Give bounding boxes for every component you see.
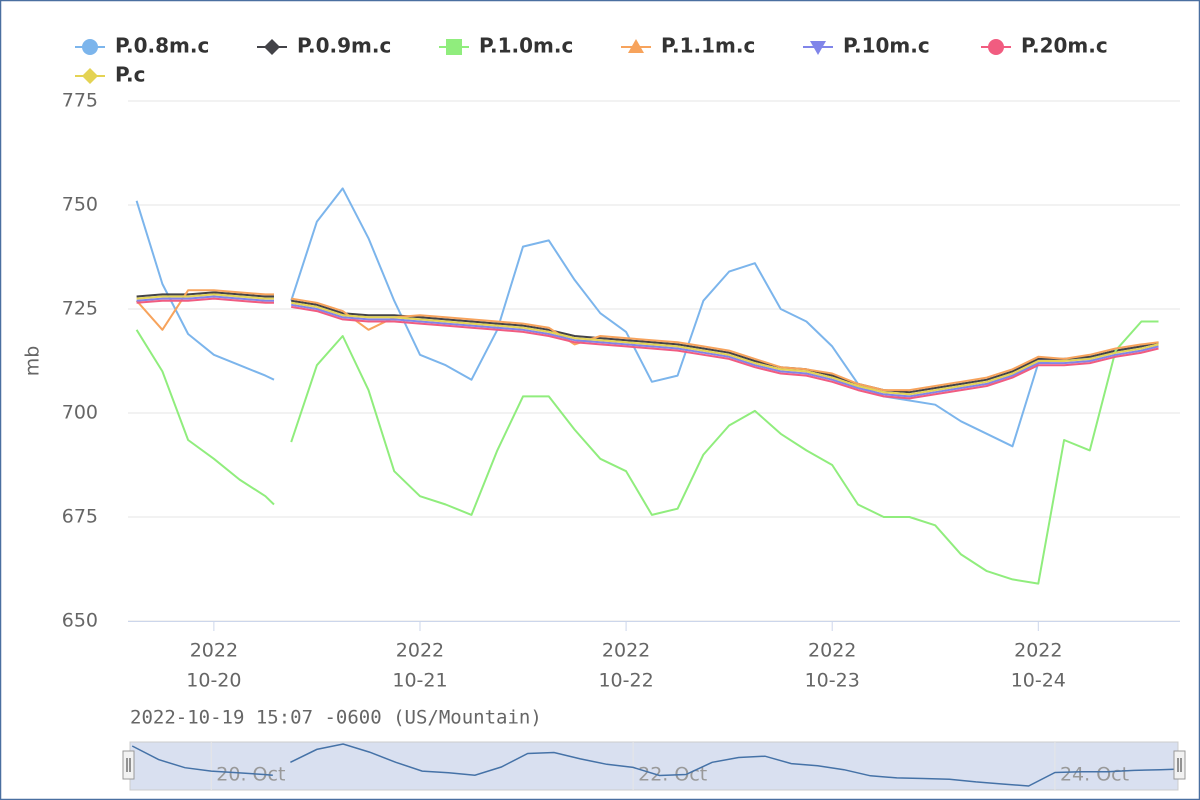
legend-item[interactable]: P.20m.c [981, 34, 1108, 58]
x-tick-label: 2022 [1014, 640, 1062, 662]
series-line [135, 320, 1159, 585]
series-line [136, 293, 1159, 396]
legend-item[interactable]: P.1.1m.c [621, 34, 755, 58]
plot [135, 187, 1159, 585]
y-tick-label: 675 [62, 506, 98, 528]
legend-label: P.0.8m.c [115, 34, 209, 58]
navigator-tick-label: 20. Oct [216, 764, 285, 786]
series-line [136, 291, 1159, 394]
navigator-window [129, 741, 1179, 791]
legend-label: P.10m.c [843, 34, 930, 58]
x-tick-label: 2022 [396, 640, 444, 662]
footnote: 2022-10-19 15:07 -0600 (US/Mountain) [130, 707, 542, 729]
x-tick-label: 2022 [190, 640, 238, 662]
legend-marker [446, 39, 462, 55]
navigator: 20. Oct 22. Oct 24. Oct [122, 741, 1186, 791]
y-tick-label: 650 [62, 610, 98, 632]
x-tick-label: 10-21 [392, 670, 447, 692]
navigator-tick-label: 24. Oct [1060, 764, 1129, 786]
y-tick-label: 775 [62, 90, 98, 112]
legend-marker [82, 68, 98, 84]
handle-body [1173, 750, 1186, 780]
legend: P.0.8m.c P.0.9m.c P.1.0m.c P.1.1m.c P.10m.c P… [75, 34, 1108, 87]
series-line [135, 289, 1159, 392]
legend-label: P.1.1m.c [661, 34, 755, 58]
series-line [136, 297, 1159, 400]
legend-label: P.20m.c [1021, 34, 1108, 58]
legend-marker [810, 41, 826, 55]
navigator-handle[interactable] [1173, 750, 1186, 780]
y-axis-title: mb [22, 346, 44, 377]
x-tick-label: 10-20 [186, 670, 241, 692]
series-line [135, 187, 1159, 448]
legend-item[interactable]: P.10m.c [803, 34, 930, 58]
legend-marker [264, 39, 280, 55]
handle-body [122, 750, 135, 780]
x-tick-label: 10-24 [1011, 670, 1066, 692]
legend-marker [988, 39, 1004, 55]
navigator-handle[interactable] [122, 750, 135, 780]
x-tick-label: 2022 [602, 640, 650, 662]
legend-item[interactable]: P.0.8m.c [75, 34, 209, 58]
legend-marker [628, 39, 644, 53]
legend-label: P.c [115, 63, 145, 87]
y-tick-label: 725 [62, 298, 98, 320]
navigator-series [131, 743, 1179, 787]
legend-label: P.0.9m.c [297, 34, 391, 58]
y-tick-label: 700 [62, 402, 98, 424]
legend-item[interactable]: P.c [75, 63, 145, 87]
x-tick-label: 10-23 [805, 670, 860, 692]
legend-item[interactable]: P.0.9m.c [257, 34, 391, 58]
legend-item[interactable]: P.1.0m.c [439, 34, 573, 58]
legend-marker [82, 39, 98, 55]
x-tick-label: 2022 [808, 640, 856, 662]
legend-label: P.1.0m.c [479, 34, 573, 58]
y-tick-label: 750 [62, 194, 98, 216]
series-line [136, 295, 1159, 398]
x-tick-label: 10-22 [598, 670, 653, 692]
